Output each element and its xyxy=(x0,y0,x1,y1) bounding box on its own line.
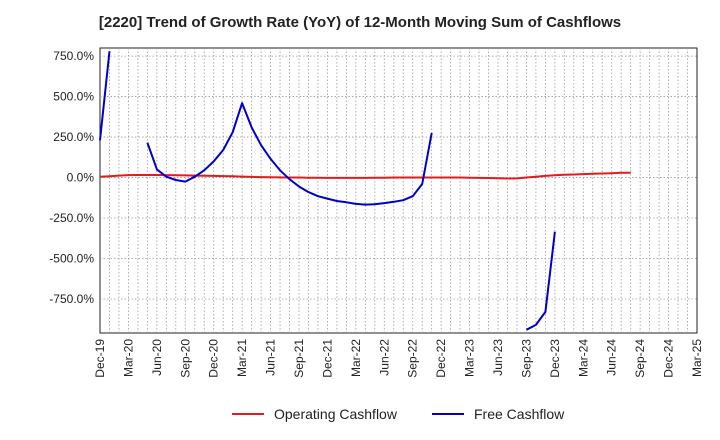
free-cashflow-line xyxy=(146,102,433,206)
x-axis-ticks: Dec-19 Mar-20 Jun-20 Sep-20 Dec-20 Mar-21 Jun-… xyxy=(93,339,704,378)
x-tick-label: Sep-22 xyxy=(406,339,420,378)
x-tick-label: Sep-24 xyxy=(633,339,647,378)
y-tick-label: -500.0% xyxy=(49,252,94,266)
y-tick-label: -750.0% xyxy=(49,292,94,306)
x-tick-label: Dec-20 xyxy=(207,339,221,378)
x-tick-label: Jun-22 xyxy=(377,339,391,376)
x-tick-label: Sep-23 xyxy=(519,339,533,378)
x-tick-label: Jun-24 xyxy=(605,339,619,376)
x-tick-label: Sep-20 xyxy=(178,339,192,378)
x-tick-label: Dec-22 xyxy=(434,339,448,378)
x-tick-label: Mar-24 xyxy=(576,339,590,377)
x-tick-label: Mar-23 xyxy=(463,339,477,377)
y-tick-label: 500.0% xyxy=(53,90,94,104)
plot-area-frame xyxy=(99,47,698,334)
x-tick-label: Mar-21 xyxy=(235,339,249,377)
y-tick-label: -250.0% xyxy=(49,211,94,225)
x-tick-label: Mar-20 xyxy=(121,339,135,377)
y-tick-label: 0.0% xyxy=(67,171,95,185)
free-cashflow-line xyxy=(525,231,556,331)
x-tick-label: Dec-23 xyxy=(548,339,562,378)
operating-cashflow-line xyxy=(99,171,631,180)
y-tick-label: 250.0% xyxy=(53,130,94,144)
legend: Operating Cashflow Free Cashflow xyxy=(232,406,565,422)
x-tick-label: Dec-21 xyxy=(320,339,334,378)
free-cashflow-legend-label: Free Cashflow xyxy=(474,406,565,422)
y-tick-label: 750.0% xyxy=(53,49,94,63)
series-lines xyxy=(99,51,631,331)
x-tick-label: Jun-21 xyxy=(264,339,278,376)
y-axis-ticks: 750.0% 500.0% 250.0% 0.0% -250.0% -500.0% -750… xyxy=(49,49,94,306)
x-tick-label: Jun-20 xyxy=(150,339,164,376)
x-tick-label: Dec-24 xyxy=(662,339,676,378)
x-tick-label: Mar-22 xyxy=(349,339,363,377)
free-cashflow-line xyxy=(99,51,111,141)
x-tick-label: Mar-25 xyxy=(690,339,704,377)
x-tick-label: Dec-19 xyxy=(93,339,107,378)
x-tick-label: Jun-23 xyxy=(491,339,505,376)
x-tick-label: Sep-21 xyxy=(292,339,306,378)
chart-title: [2220] Trend of Growth Rate (YoY) of 12-… xyxy=(98,14,622,31)
operating-cashflow-legend-label: Operating Cashflow xyxy=(274,406,398,422)
